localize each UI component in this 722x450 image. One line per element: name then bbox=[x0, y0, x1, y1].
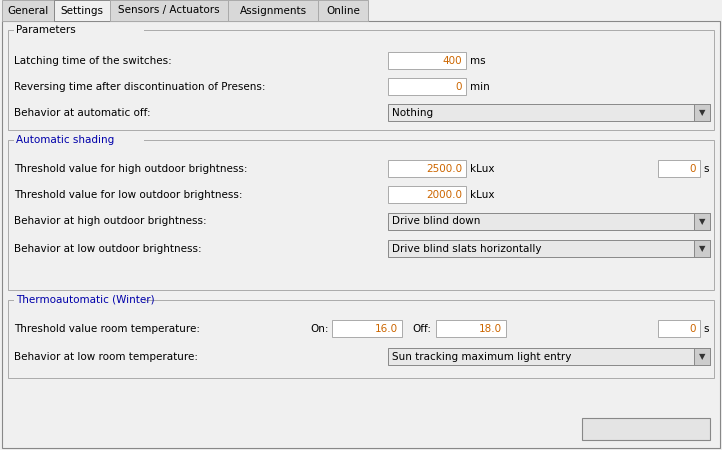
Text: 2000.0: 2000.0 bbox=[426, 189, 462, 199]
Text: Reversing time after discontinuation of Presens:: Reversing time after discontinuation of … bbox=[14, 81, 266, 91]
Bar bbox=[332, 320, 402, 337]
Text: Off:: Off: bbox=[412, 324, 431, 333]
Bar bbox=[388, 213, 710, 230]
Bar bbox=[388, 240, 710, 257]
Text: On:: On: bbox=[310, 324, 329, 333]
Text: min: min bbox=[470, 81, 490, 91]
Bar bbox=[388, 52, 466, 69]
Bar bbox=[582, 418, 710, 440]
Text: Settings: Settings bbox=[61, 5, 103, 15]
Bar bbox=[14, 139, 144, 142]
Text: ms: ms bbox=[470, 55, 486, 66]
Bar bbox=[14, 299, 144, 302]
Text: Nothing: Nothing bbox=[392, 108, 433, 117]
Bar bbox=[694, 104, 710, 121]
Bar bbox=[8, 140, 714, 290]
Text: Sensors / Actuators: Sensors / Actuators bbox=[118, 5, 219, 15]
Bar bbox=[8, 30, 714, 130]
Bar bbox=[388, 348, 710, 365]
Bar bbox=[8, 300, 714, 378]
Text: Behavior at low room temperature:: Behavior at low room temperature: bbox=[14, 351, 198, 361]
Bar bbox=[2, 0, 54, 21]
Bar bbox=[658, 320, 700, 337]
Text: ▼: ▼ bbox=[699, 108, 705, 117]
Text: ▼: ▼ bbox=[699, 244, 705, 253]
Bar bbox=[388, 186, 466, 203]
Bar bbox=[436, 320, 506, 337]
Text: 0: 0 bbox=[690, 324, 696, 333]
Text: 0: 0 bbox=[690, 163, 696, 174]
Text: ▼: ▼ bbox=[699, 217, 705, 226]
Text: Threshold value for high outdoor brightness:: Threshold value for high outdoor brightn… bbox=[14, 163, 248, 174]
Bar bbox=[110, 0, 228, 21]
Text: ▼: ▼ bbox=[699, 352, 705, 361]
Text: 400: 400 bbox=[443, 55, 462, 66]
Text: temporary Download: temporary Download bbox=[591, 424, 701, 434]
Bar bbox=[694, 348, 710, 365]
Text: Drive blind slats horizontally: Drive blind slats horizontally bbox=[392, 243, 542, 253]
Text: Behavior at low outdoor brightness:: Behavior at low outdoor brightness: bbox=[14, 243, 201, 253]
Text: 16.0: 16.0 bbox=[375, 324, 398, 333]
Text: kLux: kLux bbox=[470, 163, 495, 174]
Bar bbox=[388, 78, 466, 95]
Text: 2500.0: 2500.0 bbox=[426, 163, 462, 174]
Bar bbox=[54, 0, 110, 21]
Text: Threshold value room temperature:: Threshold value room temperature: bbox=[14, 324, 200, 333]
Text: 18.0: 18.0 bbox=[479, 324, 502, 333]
Bar bbox=[228, 0, 318, 21]
Text: Thermoautomatic (Winter): Thermoautomatic (Winter) bbox=[16, 295, 155, 305]
Text: Automatic shading: Automatic shading bbox=[16, 135, 114, 145]
Bar bbox=[658, 160, 700, 177]
Bar bbox=[388, 104, 710, 121]
Text: General: General bbox=[7, 5, 48, 15]
Text: kLux: kLux bbox=[470, 189, 495, 199]
Text: s: s bbox=[703, 324, 708, 333]
Text: Behavior at high outdoor brightness:: Behavior at high outdoor brightness: bbox=[14, 216, 206, 226]
Text: Drive blind down: Drive blind down bbox=[392, 216, 480, 226]
Bar bbox=[14, 29, 144, 32]
Text: Behavior at automatic off:: Behavior at automatic off: bbox=[14, 108, 151, 117]
Bar bbox=[388, 160, 466, 177]
Text: Assignments: Assignments bbox=[240, 5, 307, 15]
Text: Sun tracking maximum light entry: Sun tracking maximum light entry bbox=[392, 351, 571, 361]
Text: s: s bbox=[703, 163, 708, 174]
Text: Parameters: Parameters bbox=[16, 25, 76, 35]
Bar bbox=[694, 240, 710, 257]
Bar bbox=[318, 0, 368, 21]
Text: Threshold value for low outdoor brightness:: Threshold value for low outdoor brightne… bbox=[14, 189, 243, 199]
Bar bbox=[694, 213, 710, 230]
Text: 0: 0 bbox=[456, 81, 462, 91]
Text: Online: Online bbox=[326, 5, 360, 15]
Text: Latching time of the switches:: Latching time of the switches: bbox=[14, 55, 172, 66]
